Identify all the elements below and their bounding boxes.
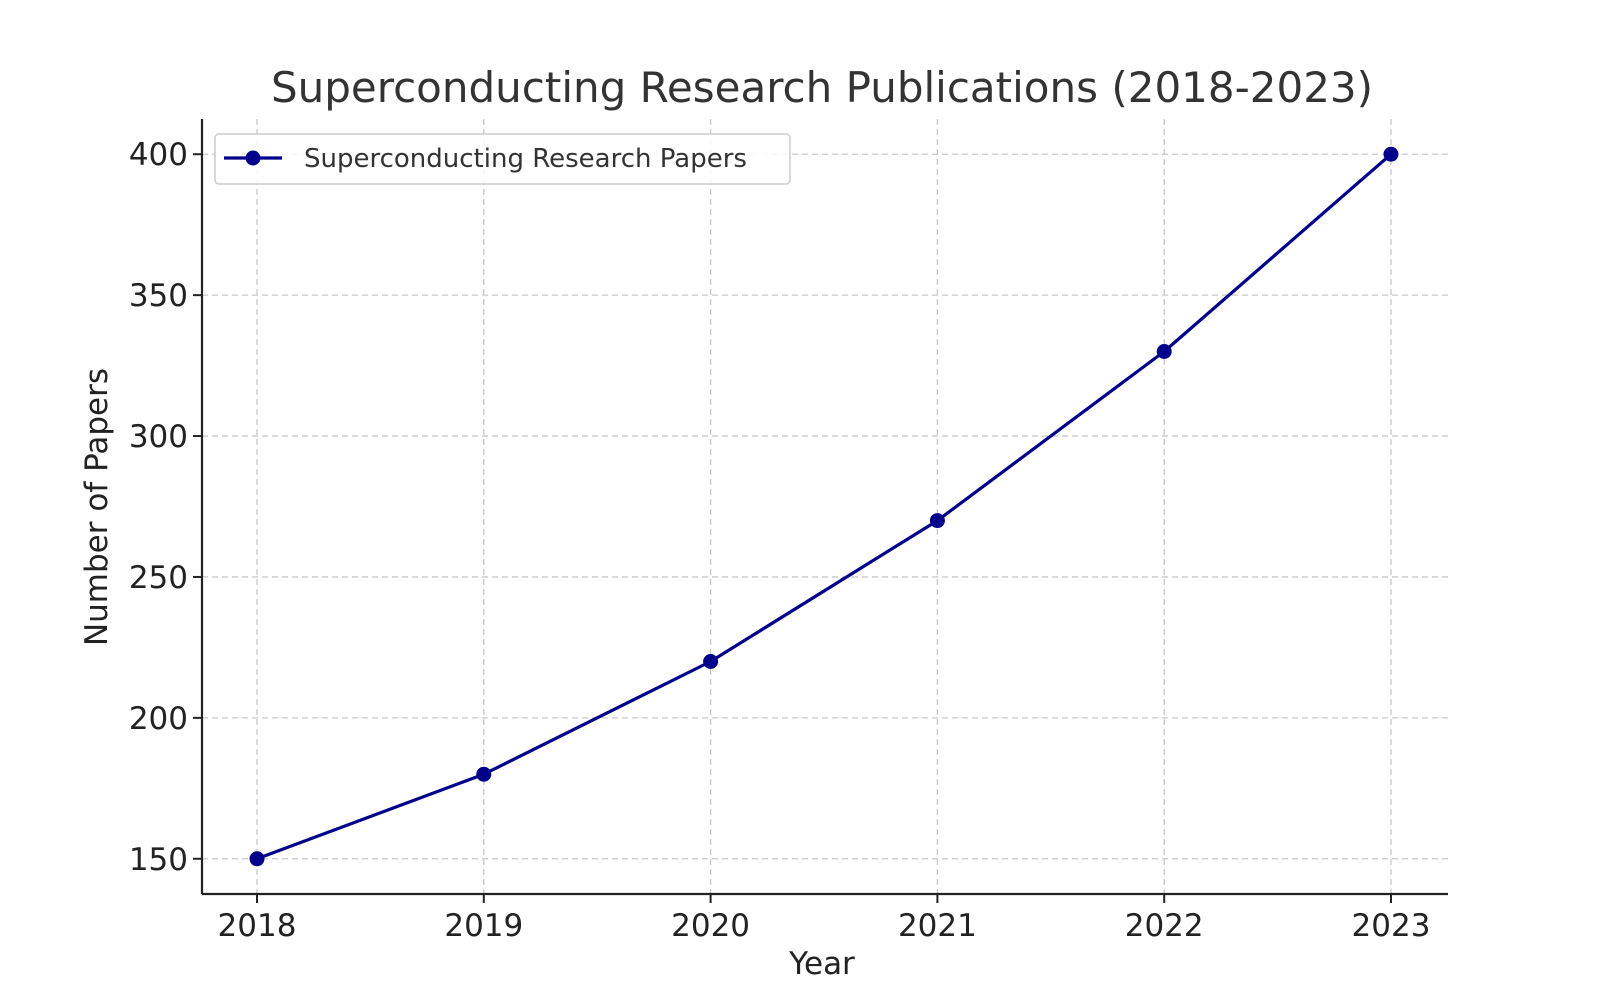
y-tick-label: 200 xyxy=(129,701,188,737)
chart-title: Superconducting Research Publications (2… xyxy=(271,63,1373,112)
x-axis-label: Year xyxy=(788,946,855,982)
series xyxy=(249,146,1399,867)
x-tick-label: 2022 xyxy=(1125,908,1204,944)
data-point xyxy=(249,851,265,867)
legend-label: Superconducting Research Papers xyxy=(304,144,747,174)
legend-marker-icon xyxy=(245,150,261,166)
data-point xyxy=(1156,344,1172,359)
y-tick-label: 250 xyxy=(129,560,188,596)
y-axis-label: Number of Papers xyxy=(79,368,115,646)
ticks: 150 200 250 300 350 400 2018 2019 2020 2021 2022 20… xyxy=(129,137,1431,944)
series-line xyxy=(256,153,1393,861)
axes xyxy=(200,119,1448,896)
data-point xyxy=(1383,146,1399,162)
y-tick-label: 150 xyxy=(129,842,188,878)
x-tick-label: 2020 xyxy=(671,908,750,944)
x-tick-label: 2021 xyxy=(898,908,977,944)
legend-box xyxy=(214,133,791,185)
y-tick-label: 400 xyxy=(129,137,188,173)
grid xyxy=(202,119,1448,894)
data-point xyxy=(703,654,719,669)
data-point xyxy=(476,766,492,782)
y-tick-label: 300 xyxy=(129,419,188,455)
y-tick-label: 350 xyxy=(129,278,188,314)
x-tick-label: 2023 xyxy=(1352,908,1431,944)
data-point xyxy=(929,513,945,529)
x-tick-label: 2018 xyxy=(218,908,297,944)
x-tick-label: 2019 xyxy=(444,908,523,944)
legend: Superconducting Research Papers xyxy=(214,133,791,185)
